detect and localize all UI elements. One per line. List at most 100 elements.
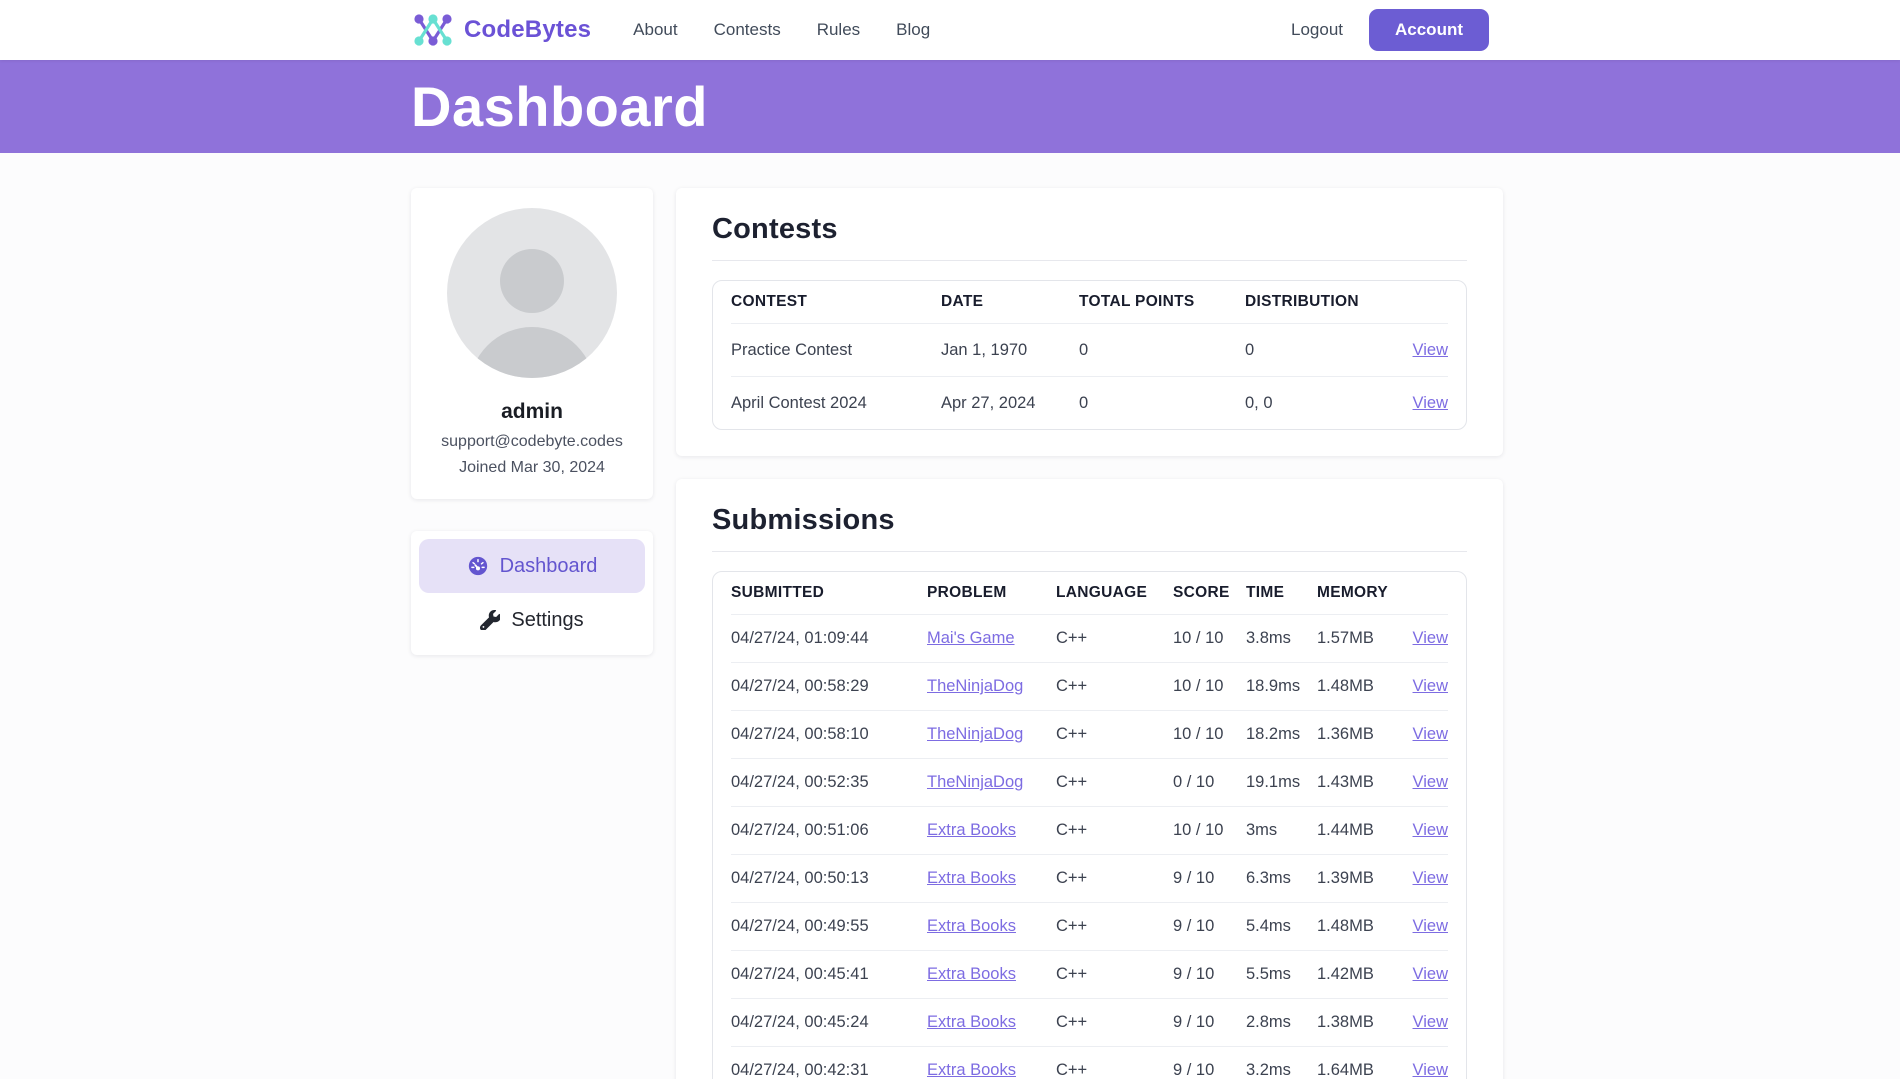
submission-row: 04/27/24, 00:58:29 TheNinjaDog C++ 10 / … (731, 662, 1448, 710)
col-header-date: DATE (941, 293, 984, 310)
submitted-cell: 04/27/24, 00:42:31 (731, 1061, 869, 1079)
nav-link-blog[interactable]: Blog (896, 20, 931, 39)
submission-row: 04/27/24, 00:45:24 Extra Books C++ 9 / 1… (731, 998, 1448, 1046)
codebytes-molecule-icon (414, 14, 452, 46)
nav-link-rules[interactable]: Rules (816, 20, 861, 39)
submission-row: 04/27/24, 00:58:10 TheNinjaDog C++ 10 / … (731, 710, 1448, 758)
memory-cell: 1.48MB (1317, 677, 1374, 695)
view-submission-link[interactable]: View (1412, 1013, 1448, 1031)
language-cell: C++ (1056, 773, 1088, 791)
contests-heading: Contests (712, 213, 838, 245)
page-title: Dashboard (411, 75, 708, 138)
sidebar-nav-card: Dashboard Settings (411, 531, 653, 655)
problem-link[interactable]: Extra Books (927, 1061, 1016, 1079)
time-cell: 18.9ms (1246, 677, 1301, 695)
avatar (447, 208, 617, 378)
language-cell: C++ (1056, 821, 1088, 839)
col-header-submitted: SUBMITTED (731, 584, 825, 601)
profile-email: support@codebyte.codes (441, 433, 623, 450)
problem-link[interactable]: Extra Books (927, 821, 1016, 839)
view-submission-link[interactable]: View (1412, 773, 1448, 791)
language-cell: C++ (1056, 677, 1088, 695)
memory-cell: 1.36MB (1317, 725, 1374, 743)
memory-cell: 1.38MB (1317, 1013, 1374, 1031)
view-submission-link[interactable]: View (1412, 677, 1448, 695)
logout-link[interactable]: Logout (1291, 20, 1343, 39)
submissions-table-header: SUBMITTED PROBLEM LANGUAGE SCORE TIME ME… (731, 572, 1448, 614)
contest-date-cell: Apr 27, 2024 (941, 393, 1036, 412)
time-cell: 3.2ms (1246, 1061, 1291, 1079)
language-cell: C++ (1056, 725, 1088, 743)
nav-link-about[interactable]: About (633, 20, 678, 39)
problem-link[interactable]: Extra Books (927, 917, 1016, 935)
view-contest-link[interactable]: View (1412, 393, 1448, 412)
contests-table-header: CONTEST DATE TOTAL POINTS DISTRIBUTION (731, 281, 1448, 323)
top-navbar: CodeBytes About Contests Rules Blog Logo… (0, 0, 1900, 60)
time-cell: 3.8ms (1246, 629, 1291, 647)
sidebar-item-dashboard[interactable]: Dashboard (419, 539, 645, 593)
submission-row: 04/27/24, 00:51:06 Extra Books C++ 10 / … (731, 806, 1448, 854)
time-cell: 6.3ms (1246, 869, 1291, 887)
submissions-table: SUBMITTED PROBLEM LANGUAGE SCORE TIME ME… (712, 571, 1467, 1079)
gauge-icon (468, 556, 487, 576)
score-cell: 10 / 10 (1173, 821, 1224, 839)
problem-link[interactable]: TheNinjaDog (927, 725, 1024, 743)
problem-link[interactable]: TheNinjaDog (927, 677, 1024, 695)
primary-nav: About Contests Rules Blog (615, 12, 948, 48)
view-submission-link[interactable]: View (1412, 821, 1448, 839)
memory-cell: 1.44MB (1317, 821, 1374, 839)
view-submission-link[interactable]: View (1412, 629, 1448, 647)
contests-table: CONTEST DATE TOTAL POINTS DISTRIBUTION P… (712, 280, 1467, 430)
sidebar-item-settings[interactable]: Settings (419, 593, 645, 647)
nav-link-contests[interactable]: Contests (713, 20, 781, 39)
col-header-problem: PROBLEM (927, 584, 1007, 601)
contest-row: April Contest 2024 Apr 27, 2024 0 0, 0 V… (731, 376, 1448, 429)
score-cell: 10 / 10 (1173, 677, 1224, 695)
view-submission-link[interactable]: View (1412, 965, 1448, 983)
page-hero: Dashboard (0, 60, 1900, 153)
col-header-memory: MEMORY (1317, 584, 1388, 601)
problem-link[interactable]: TheNinjaDog (927, 773, 1024, 791)
problem-link[interactable]: Extra Books (927, 869, 1016, 887)
language-cell: C++ (1056, 1061, 1088, 1079)
submission-row: 04/27/24, 00:42:31 Extra Books C++ 9 / 1… (731, 1046, 1448, 1079)
memory-cell: 1.57MB (1317, 629, 1374, 647)
submission-row: 04/27/24, 00:50:13 Extra Books C++ 9 / 1… (731, 854, 1448, 902)
brand-logo[interactable]: CodeBytes (411, 12, 591, 48)
problem-link[interactable]: Mai's Game (927, 629, 1015, 647)
language-cell: C++ (1056, 965, 1088, 983)
sidebar-item-label: Dashboard (499, 554, 598, 577)
language-cell: C++ (1056, 917, 1088, 935)
memory-cell: 1.64MB (1317, 1061, 1374, 1079)
score-cell: 10 / 10 (1173, 725, 1224, 743)
memory-cell: 1.43MB (1317, 773, 1374, 791)
wrench-icon (480, 610, 501, 630)
submission-row: 04/27/24, 00:49:55 Extra Books C++ 9 / 1… (731, 902, 1448, 950)
view-submission-link[interactable]: View (1412, 1061, 1448, 1079)
view-submission-link[interactable]: View (1412, 917, 1448, 935)
score-cell: 9 / 10 (1173, 1061, 1215, 1079)
score-cell: 10 / 10 (1173, 629, 1224, 647)
score-cell: 9 / 10 (1173, 1013, 1215, 1031)
submitted-cell: 04/27/24, 00:45:24 (731, 1013, 869, 1031)
submitted-cell: 04/27/24, 00:50:13 (731, 869, 869, 887)
score-cell: 9 / 10 (1173, 965, 1215, 983)
score-cell: 9 / 10 (1173, 869, 1215, 887)
submitted-cell: 04/27/24, 00:45:41 (731, 965, 869, 983)
contests-card: Contests CONTEST DATE TOTAL POINTS DISTR… (676, 188, 1503, 456)
account-button[interactable]: Account (1369, 9, 1489, 51)
view-submission-link[interactable]: View (1412, 869, 1448, 887)
submitted-cell: 04/27/24, 00:52:35 (731, 773, 869, 791)
distribution-cell: 0, 0 (1245, 393, 1273, 412)
left-sidebar: admin support@codebyte.codes Joined Mar … (411, 188, 653, 655)
brand-name: CodeBytes (464, 16, 592, 43)
col-header-language: LANGUAGE (1056, 584, 1148, 601)
submitted-cell: 04/27/24, 00:51:06 (731, 821, 869, 839)
total-points-cell: 0 (1079, 340, 1089, 359)
view-contest-link[interactable]: View (1412, 340, 1448, 359)
problem-link[interactable]: Extra Books (927, 1013, 1016, 1031)
time-cell: 18.2ms (1246, 725, 1301, 743)
view-submission-link[interactable]: View (1412, 725, 1448, 743)
problem-link[interactable]: Extra Books (927, 965, 1016, 983)
memory-cell: 1.48MB (1317, 917, 1374, 935)
